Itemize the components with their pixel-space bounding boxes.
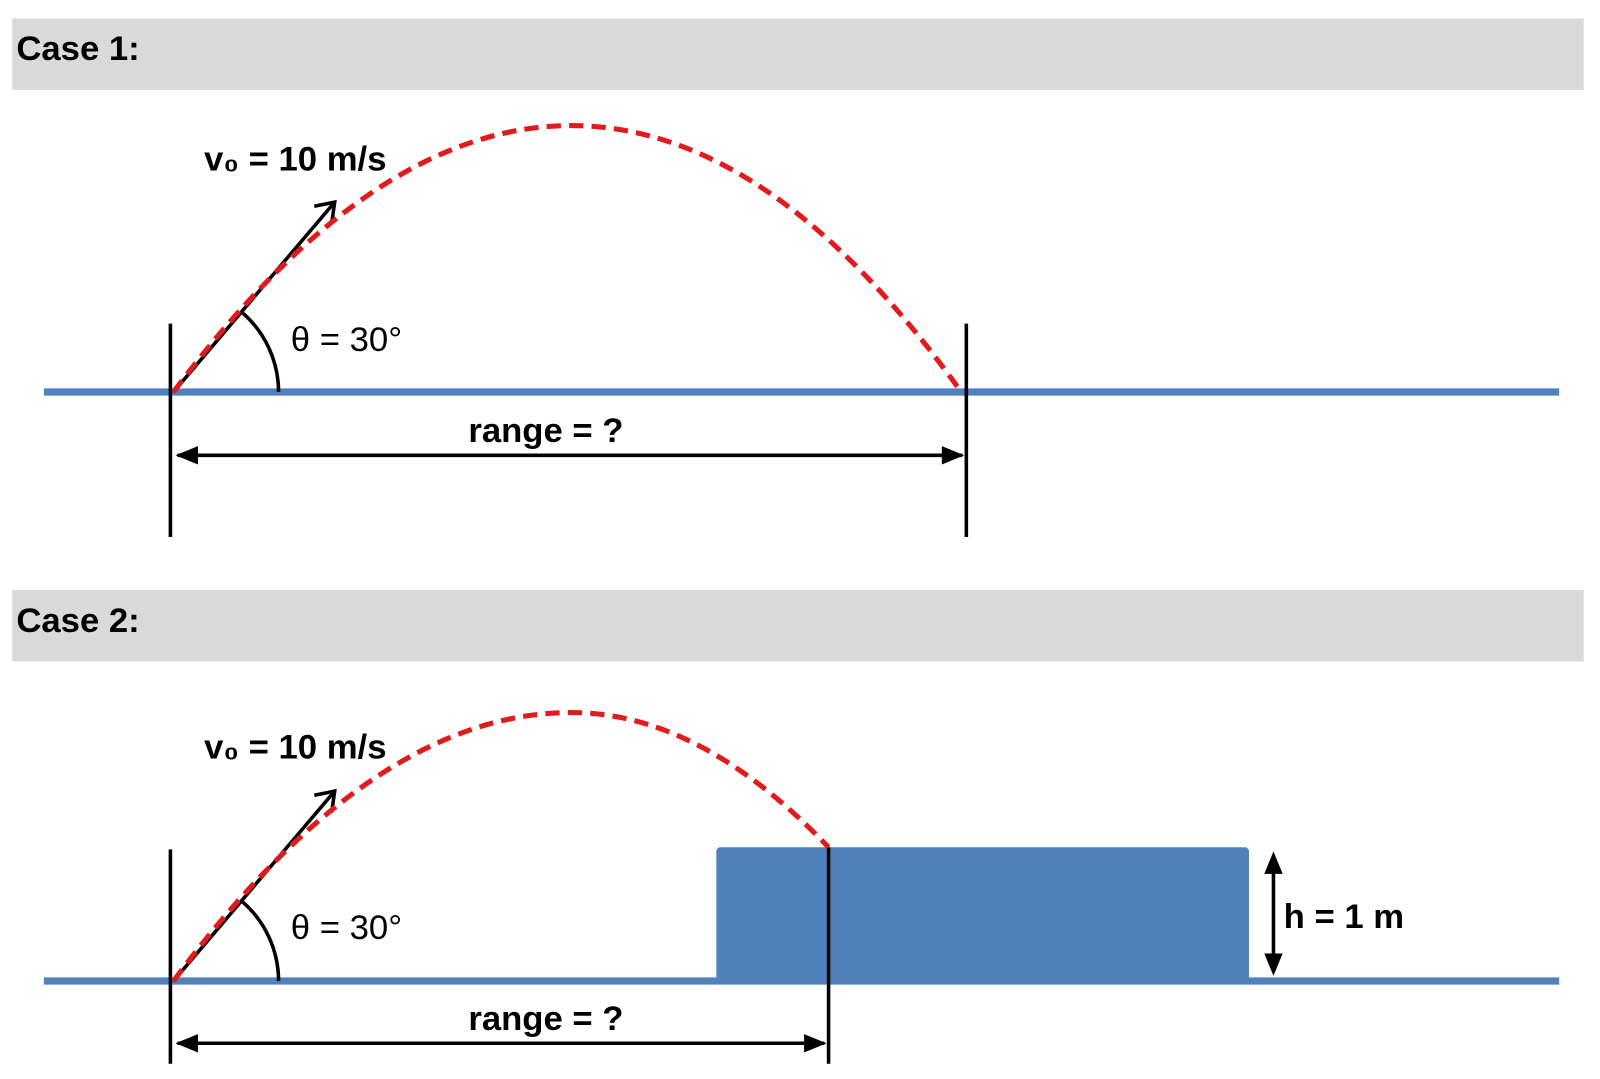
case-header: Case 1: — [16, 30, 139, 68]
trajectory — [171, 123, 964, 394]
arrowhead — [1264, 851, 1283, 874]
header-bar — [12, 18, 1584, 90]
velocity-label: v₀ = 10 m/s — [204, 728, 386, 766]
case-2: Case 2: v₀ = 10 m/s θ = 30° range = ? h … — [12, 590, 1584, 1064]
velocity-label: v₀ = 10 m/s — [204, 140, 386, 178]
angle-label: θ = 30° — [291, 909, 402, 947]
angle-arc — [239, 309, 281, 392]
arrowhead — [175, 446, 198, 465]
case-header: Case 2: — [16, 602, 139, 640]
platform — [716, 847, 1249, 985]
case-1: Case 1: v₀ = 10 m/s θ = 30° range = ? — [12, 18, 1584, 537]
arrowhead — [941, 446, 965, 465]
arrowhead — [1264, 953, 1283, 976]
angle-label: θ = 30° — [291, 321, 402, 359]
height-label: h = 1 m — [1284, 898, 1404, 936]
angle-arc — [239, 898, 281, 982]
trajectory — [171, 709, 831, 983]
range-label: range = ? — [468, 412, 623, 450]
range-label: range = ? — [468, 1000, 623, 1038]
arrowhead — [804, 1034, 827, 1053]
arrowhead — [175, 1034, 198, 1053]
header-bar — [12, 590, 1584, 662]
arrowhead — [313, 788, 337, 813]
arrowhead — [313, 199, 337, 224]
